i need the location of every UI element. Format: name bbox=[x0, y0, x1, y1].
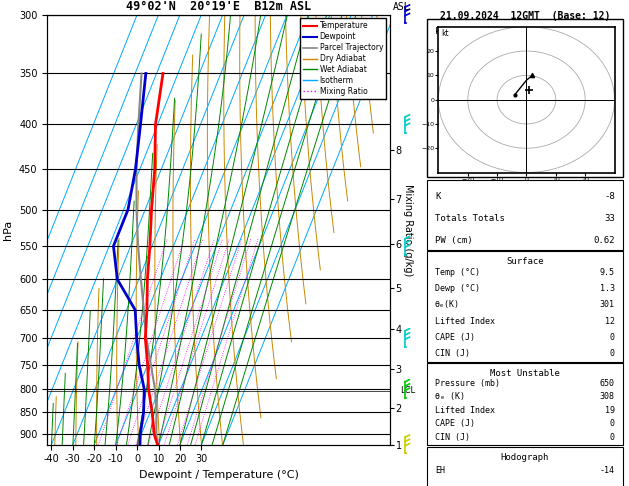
Text: 8: 8 bbox=[155, 447, 159, 452]
X-axis label: Dewpoint / Temperature (°C): Dewpoint / Temperature (°C) bbox=[138, 470, 299, 480]
Text: kt: kt bbox=[435, 27, 445, 36]
Text: 0: 0 bbox=[610, 433, 615, 441]
Text: θₑ (K): θₑ (K) bbox=[435, 392, 465, 401]
Text: Lifted Index: Lifted Index bbox=[435, 316, 495, 326]
Text: 6: 6 bbox=[147, 447, 150, 452]
Text: 9.5: 9.5 bbox=[600, 268, 615, 278]
Text: Hodograph: Hodograph bbox=[501, 453, 549, 462]
Text: 33: 33 bbox=[604, 214, 615, 223]
Text: EH: EH bbox=[435, 466, 445, 475]
Bar bbox=[427, 251, 623, 362]
Text: 1: 1 bbox=[96, 447, 101, 452]
Text: 4: 4 bbox=[134, 447, 138, 452]
Text: Pressure (mb): Pressure (mb) bbox=[435, 379, 500, 388]
Text: CAPE (J): CAPE (J) bbox=[435, 332, 475, 342]
Text: 0.62: 0.62 bbox=[593, 236, 615, 245]
Text: 1.3: 1.3 bbox=[600, 284, 615, 294]
Text: Lifted Index: Lifted Index bbox=[435, 406, 495, 415]
Bar bbox=[427, 19, 623, 177]
Text: Temp (°C): Temp (°C) bbox=[435, 268, 480, 278]
Text: Most Unstable: Most Unstable bbox=[490, 369, 560, 378]
Text: 19: 19 bbox=[605, 406, 615, 415]
Text: 21.09.2024  12GMT  (Base: 12): 21.09.2024 12GMT (Base: 12) bbox=[440, 11, 610, 21]
Text: Dewp (°C): Dewp (°C) bbox=[435, 284, 480, 294]
Text: 25: 25 bbox=[191, 447, 199, 452]
Text: 15: 15 bbox=[174, 447, 181, 452]
Text: 308: 308 bbox=[600, 392, 615, 401]
Y-axis label: Mixing Ratio (g/kg): Mixing Ratio (g/kg) bbox=[403, 184, 413, 276]
Text: 10: 10 bbox=[160, 447, 168, 452]
Legend: Temperature, Dewpoint, Parcel Trajectory, Dry Adiabat, Wet Adiabat, Isotherm, Mi: Temperature, Dewpoint, Parcel Trajectory… bbox=[300, 18, 386, 99]
Text: CIN (J): CIN (J) bbox=[435, 433, 470, 441]
Text: 0: 0 bbox=[610, 419, 615, 428]
Text: 20: 20 bbox=[184, 447, 191, 452]
Text: 0: 0 bbox=[610, 348, 615, 358]
Text: CIN (J): CIN (J) bbox=[435, 348, 470, 358]
Text: 0: 0 bbox=[610, 332, 615, 342]
Text: kt: kt bbox=[442, 29, 449, 38]
Bar bbox=[427, 180, 623, 250]
Text: km
ASL: km ASL bbox=[393, 0, 411, 12]
Bar bbox=[427, 447, 623, 486]
Text: 301: 301 bbox=[600, 300, 615, 310]
Text: Totals Totals: Totals Totals bbox=[435, 214, 505, 223]
Text: -14: -14 bbox=[600, 466, 615, 475]
Text: Surface: Surface bbox=[506, 257, 543, 266]
Text: θₑ(K): θₑ(K) bbox=[435, 300, 460, 310]
Bar bbox=[427, 363, 623, 445]
Text: PW (cm): PW (cm) bbox=[435, 236, 472, 245]
Text: K: K bbox=[435, 192, 440, 201]
Title: 49°02'N  20°19'E  B12m ASL: 49°02'N 20°19'E B12m ASL bbox=[126, 0, 311, 14]
Text: CAPE (J): CAPE (J) bbox=[435, 419, 475, 428]
Text: 650: 650 bbox=[600, 379, 615, 388]
Y-axis label: hPa: hPa bbox=[3, 220, 13, 240]
Text: 12: 12 bbox=[605, 316, 615, 326]
Text: 3: 3 bbox=[126, 447, 130, 452]
Text: 2: 2 bbox=[114, 447, 119, 452]
Text: LCL: LCL bbox=[400, 386, 415, 395]
Text: -8: -8 bbox=[604, 192, 615, 201]
